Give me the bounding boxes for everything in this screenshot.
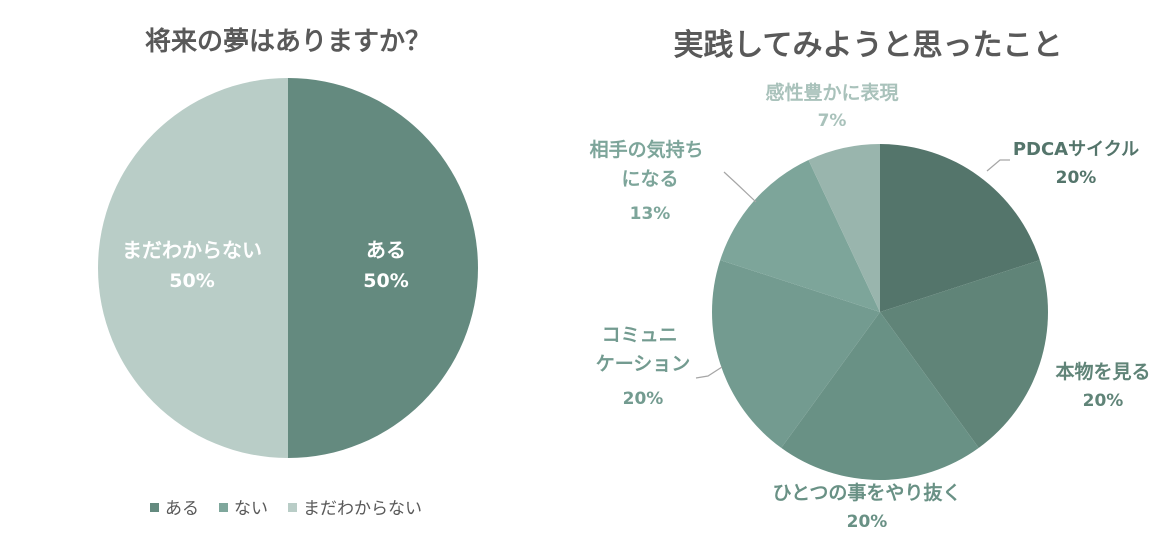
slice-label-kansei: 感性豊かに表現: [765, 81, 898, 104]
chart-dream: 将来の夢はありますか？ ある 50% まだわからない 50% ある ない まだわ…: [98, 27, 478, 519]
slice-pct-kansei: 7%: [818, 111, 847, 131]
leader-line-aite: [723, 171, 757, 203]
leader-line-pdca: [986, 159, 1010, 172]
pie-slice-honmono: [880, 260, 1048, 448]
legend-swatch-madawakaranai: [288, 503, 297, 512]
slice-pct-madawakaranai: 50%: [169, 270, 214, 292]
pie-slice-yarinuku: [781, 312, 979, 480]
slice-label-communication: コミュニ ケーション: [596, 324, 691, 375]
legend-label-nai: ない: [234, 499, 268, 519]
legend-swatch-nai: [219, 503, 228, 512]
slice-pct-aru: 50%: [363, 270, 408, 292]
pie-slice-aru: [288, 78, 478, 458]
legend-label-madawakaranai: まだわからない: [303, 499, 422, 519]
legend: ある ない まだわからない: [150, 499, 422, 519]
pie-slice-pdca: [880, 143, 1040, 312]
chart-practice-title: 実践してみようと思ったこと: [673, 28, 1062, 63]
chart-practice: 実践してみようと思ったこと PDCAサイクル 20% 本物を見る 20% ひとつ…: [590, 28, 1151, 532]
slice-label-honmono: 本物を見る: [1055, 360, 1150, 383]
leader-line-communication: [695, 366, 723, 379]
slice-label-yarinuku: ひとつの事をやり抜く: [773, 481, 962, 504]
legend-swatch-aru: [150, 503, 159, 512]
slice-label-aite: 相手の気持ち になる: [590, 138, 711, 190]
slice-pct-pdca: 20%: [1056, 168, 1097, 188]
slice-label-aru: ある: [366, 238, 406, 262]
slice-pct-honmono: 20%: [1083, 391, 1124, 411]
pie-slice-communication: [712, 260, 880, 448]
slice-pct-communication: 20%: [623, 389, 664, 409]
legend-label-aru: ある: [165, 499, 199, 519]
slice-label-communication-line1: コミュニ: [602, 324, 678, 346]
slice-pct-aite: 13%: [630, 204, 671, 224]
chart-dream-title: 将来の夢はありますか？: [145, 27, 431, 57]
slice-label-madawakaranai: まだわからない: [122, 238, 262, 262]
slice-label-aite-line1: 相手の気持ち: [590, 138, 704, 161]
pie-slice-aite: [720, 159, 880, 312]
pie-slice-madawakaranai: [98, 78, 288, 458]
slice-label-pdca: PDCAサイクル: [1013, 139, 1139, 160]
slice-label-aite-line2: になる: [621, 168, 678, 190]
slice-label-communication-line2: ケーション: [596, 353, 691, 375]
pie-slice-kansei: [808, 144, 880, 312]
slice-pct-yarinuku: 20%: [847, 512, 888, 532]
